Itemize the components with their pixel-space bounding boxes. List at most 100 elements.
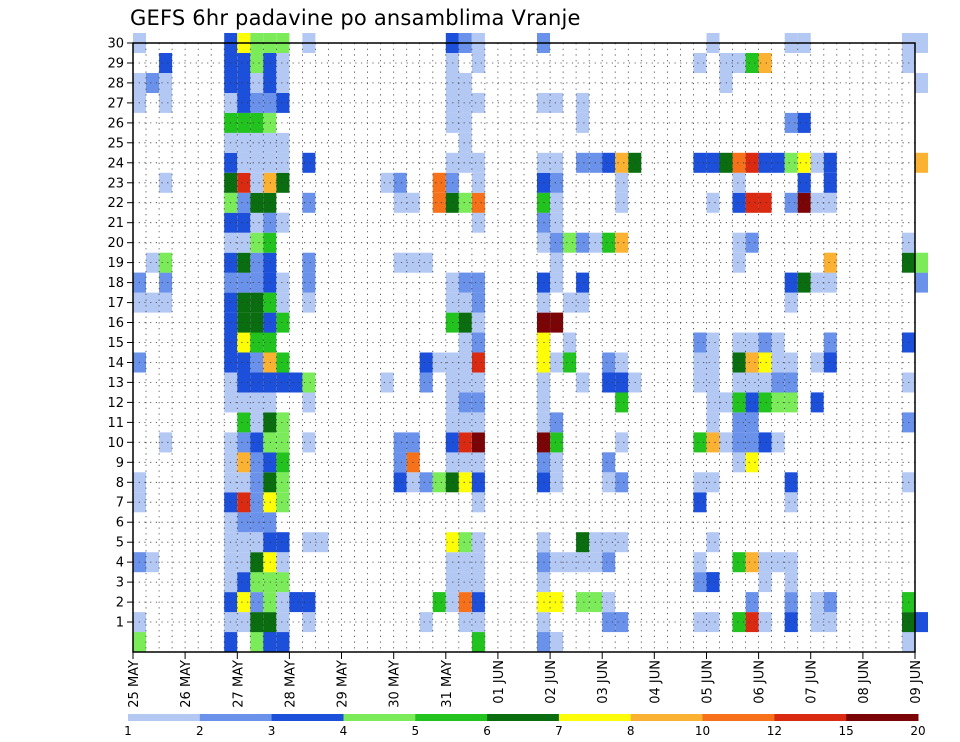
heatmap-cell [576,232,590,253]
heatmap-cell [576,292,590,313]
heatmap-cell [745,232,759,253]
heatmap-cell [615,352,629,373]
heatmap-cell [693,612,707,633]
heatmap-cell [393,172,407,193]
heatmap-cell [237,172,251,193]
x-tick-label: 31 MAY [440,660,455,708]
heatmap-cell [471,472,485,493]
heatmap-cell [615,392,629,413]
heatmap-cell [276,632,290,652]
heatmap-cell [784,192,798,213]
heatmap-cell [576,592,590,613]
heatmap-cell [250,272,264,293]
heatmap-cell [302,532,316,553]
heatmap-cell [237,272,251,293]
heatmap-cell [797,172,811,193]
heatmap-cell [302,372,316,393]
heatmap-cell [250,73,264,93]
heatmap-cell [784,392,798,413]
heatmap-cell [458,352,472,373]
heatmap-cell [159,73,173,93]
heatmap-cell [550,432,564,453]
heatmap-cell [693,152,707,173]
heatmap-cell [237,73,251,93]
heatmap-cell [758,432,772,453]
heatmap-cell [393,192,407,213]
heatmap-cell [732,332,746,353]
heatmap-cell [250,612,264,633]
y-tick-label: 7 [116,496,124,511]
heatmap-cell [250,532,264,553]
heatmap-cell [823,612,837,633]
y-tick-label: 25 [107,136,124,151]
heatmap-cell [797,272,811,293]
heatmap-cell [758,332,772,353]
heatmap-cell [784,112,798,133]
y-tick-label: 5 [116,536,124,551]
heatmap-cell [550,192,564,213]
heatmap-cell [784,492,798,513]
heatmap-cell [706,332,720,353]
heatmap-cell [576,92,590,113]
heatmap-cell [458,452,472,473]
heatmap-cell [237,572,251,593]
heatmap-cell [745,432,759,453]
heatmap-cell [732,232,746,253]
heatmap-cell [784,592,798,613]
heatmap-cell [784,372,798,393]
heatmap-cell [784,272,798,293]
heatmap-cell [276,212,290,233]
heatmap-cell [302,612,316,633]
y-tick-label: 26 [107,116,124,131]
heatmap-cell [302,292,316,313]
heatmap-cell [915,73,928,93]
y-tick-label: 19 [107,256,124,271]
heatmap-cell [276,572,290,593]
legend-swatch [415,714,488,721]
y-tick-label: 3 [116,576,124,591]
heatmap-cell [602,552,616,573]
heatmap-cell [758,152,772,173]
heatmap-cell [276,132,290,153]
heatmap-cell [276,492,290,513]
heatmap-cell [146,73,159,93]
heatmap-cell [784,552,798,573]
heatmap-cell [237,292,251,313]
y-tick-label: 18 [107,276,124,291]
heatmap-cell [224,632,238,652]
heatmap-cell [237,372,251,393]
x-tick-label: 04 JUN [648,660,663,704]
heatmap-cell [250,132,264,153]
heatmap-cell [550,252,564,273]
heatmap-cell [758,612,772,633]
heatmap-cell [458,312,472,333]
heatmap-cell [732,392,746,413]
heatmap-cell [784,612,798,633]
heatmap-cell [797,192,811,213]
x-tick-label: 27 MAY [231,660,246,708]
heatmap-cell [458,292,472,313]
heatmap-cell [693,572,707,593]
heatmap-cell [276,73,290,93]
heatmap-cell [471,172,485,193]
heatmap-cell [563,332,577,353]
heatmap-cell [276,312,290,333]
heatmap-cell [615,612,629,633]
heatmap-cell [602,152,616,173]
legend-swatch [702,714,775,721]
heatmap-cell [419,472,433,493]
heatmap-cell [471,592,485,613]
heatmap-cell [250,352,264,373]
heatmap-cell [706,152,720,173]
heatmap-cell [276,552,290,573]
heatmap-cell [550,412,564,433]
heatmap-cell [550,552,564,573]
heatmap-cell [693,372,707,393]
heatmap-cell [302,392,316,413]
heatmap-cell [602,232,616,253]
heatmap-cell [745,332,759,353]
heatmap-cell [146,252,159,273]
heatmap-cell [458,612,472,633]
heatmap-cell [276,472,290,493]
